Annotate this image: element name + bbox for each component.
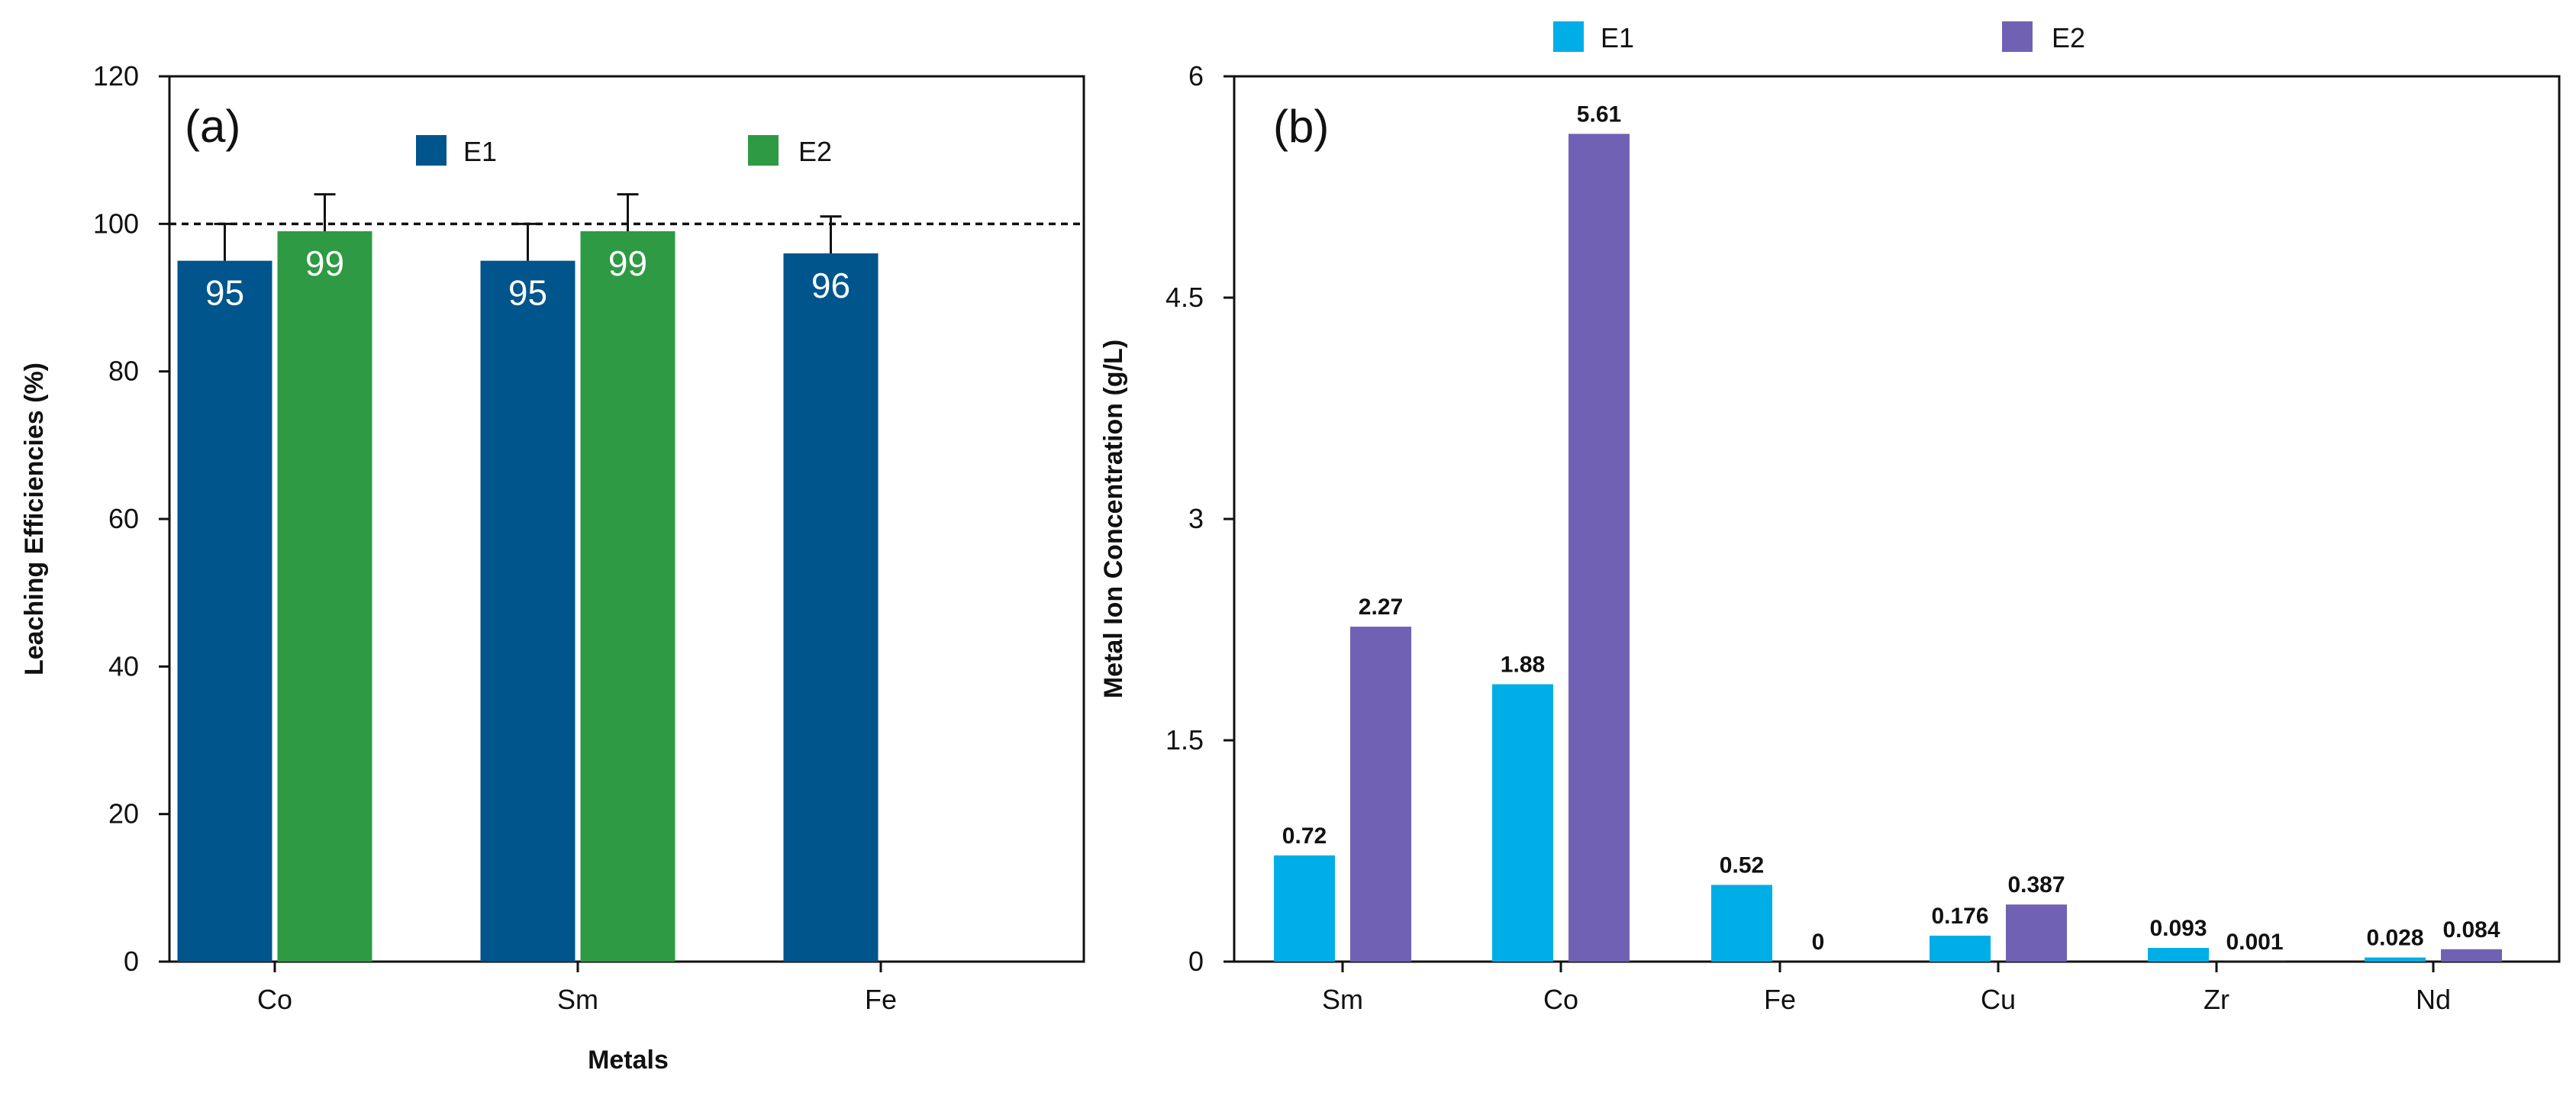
bar-e2-sm: [580, 231, 675, 962]
panel-a: (a) 0 20 40 60 80 100 120 95 99 95 99 96 Co Sm Fe Me…: [20, 60, 1085, 1075]
panel-b-x-tick-label: Nd: [2416, 984, 2451, 1015]
panel-a-y-title: Leaching Efficiencies (%): [20, 363, 49, 675]
panel-a-legend-swatch-e2: [748, 135, 779, 166]
panel-a-legend-label-e1: E1: [463, 136, 497, 167]
panel-b-x-tick-label: Fe: [1764, 984, 1796, 1015]
panel-a-x-title: Metals: [588, 1046, 669, 1075]
panel-b-y-tick-label: 0: [1188, 946, 1204, 977]
panel-b-x-ticks: Sm Co Fe Cu Zr Nd: [1322, 962, 2451, 1015]
panel-a-x-tick-label: Fe: [865, 984, 897, 1015]
panel-a-y-tick-label: 20: [108, 798, 139, 830]
panel-b-legend-swatch-e1: [1553, 21, 1584, 52]
bar-value-label: 0: [1812, 930, 1825, 955]
bar-value-label: 96: [811, 266, 850, 305]
panel-a-y-tick-label: 60: [108, 503, 139, 534]
bar-e2-co: [1568, 134, 1630, 962]
panel-b-x-tick-label: Zr: [2204, 984, 2229, 1015]
panel-a-y-tick-label: 120: [93, 60, 139, 92]
panel-b: (b) 0 1.5 3 4.5 6 0.72 2.27 1.88 5.61 0.52 0 0.176…: [1099, 21, 2561, 1015]
bar-value-label: 0.093: [2149, 916, 2207, 941]
panel-b-x-tick-label: Cu: [1981, 984, 2016, 1015]
bar-e1-sm: [1274, 855, 1335, 962]
panel-b-y-tick-label: 1.5: [1165, 724, 1204, 756]
bar-value-label: 0.176: [1931, 904, 1988, 929]
panel-b-legend-label-e1: E1: [1601, 22, 1634, 53]
panel-b-x-tick-label: Sm: [1322, 984, 1363, 1015]
bar-value-label: 99: [305, 243, 344, 283]
panel-b-y-tick-label: 3: [1188, 503, 1204, 534]
bar-value-label: 5.61: [1577, 102, 1621, 127]
bar-e1-co: [177, 260, 272, 962]
bar-e2-cu: [2006, 904, 2067, 962]
bar-value-label: 0.084: [2442, 917, 2500, 943]
panel-a-x-tick-label: Co: [257, 984, 292, 1015]
panel-a-y-tick-label: 100: [93, 208, 139, 239]
panel-a-legend-label-e2: E2: [798, 136, 832, 167]
panel-b-label: (b): [1273, 101, 1329, 152]
bar-e1-fe: [783, 253, 879, 962]
bar-value-label: 2.27: [1359, 595, 1403, 620]
panel-b-legend-swatch-e2: [2002, 21, 2033, 52]
panel-b-plot-frame: [1233, 75, 2561, 963]
panel-a-y-tick-label: 80: [108, 356, 139, 387]
panel-b-y-tick-label: 4.5: [1165, 282, 1204, 313]
bar-e1-nd: [2365, 957, 2426, 962]
panel-a-label: (a): [185, 101, 240, 152]
panel-a-y-tick-label: 40: [108, 650, 139, 682]
bar-value-label: 0.72: [1282, 823, 1327, 849]
panel-b-x-tick-label: Co: [1543, 984, 1578, 1015]
panel-a-x-ticks: Co Sm Fe: [257, 962, 897, 1015]
bar-value-label: 1.88: [1501, 653, 1545, 678]
bar-value-label: 0.028: [2366, 926, 2423, 951]
bar-value-label: 0.52: [1720, 852, 1764, 878]
panel-b-bars: 0.72 2.27 1.88 5.61 0.52 0 0.176 0.387 0.093 0.00…: [1274, 102, 2502, 962]
panel-a-x-tick-label: Sm: [557, 984, 598, 1015]
panel-b-y-title: Metal Ion Concentration (g/L): [1099, 340, 1128, 698]
bar-e2-nd: [2441, 949, 2502, 962]
panel-a-legend-swatch-e1: [416, 135, 447, 166]
bar-e2-sm: [1350, 627, 1411, 962]
bar-value-label: 0.387: [2007, 872, 2065, 898]
bar-e1-sm: [480, 260, 575, 962]
bar-value-label: 99: [608, 243, 647, 283]
bar-e1-cu: [1930, 935, 1991, 962]
bar-value-label: 95: [205, 273, 244, 313]
bar-value-label: 95: [508, 273, 547, 313]
panel-a-bars: 95 99 95 99 96: [177, 193, 879, 962]
bar-value-label: 0.001: [2226, 930, 2283, 955]
panel-b-y-tick-label: 6: [1188, 60, 1204, 92]
panel-a-y-ticks: 0 20 40 60 80 100 120: [93, 60, 169, 977]
bar-e1-co: [1492, 684, 1553, 962]
panel-a-y-tick-label: 0: [124, 946, 139, 977]
panel-b-legend-label-e2: E2: [2052, 22, 2085, 53]
bar-e2-co: [277, 231, 372, 962]
panel-b-y-ticks: 0 1.5 3 4.5 6: [1165, 60, 1234, 977]
bar-e1-fe: [1711, 885, 1772, 962]
bar-e1-zr: [2148, 948, 2209, 962]
